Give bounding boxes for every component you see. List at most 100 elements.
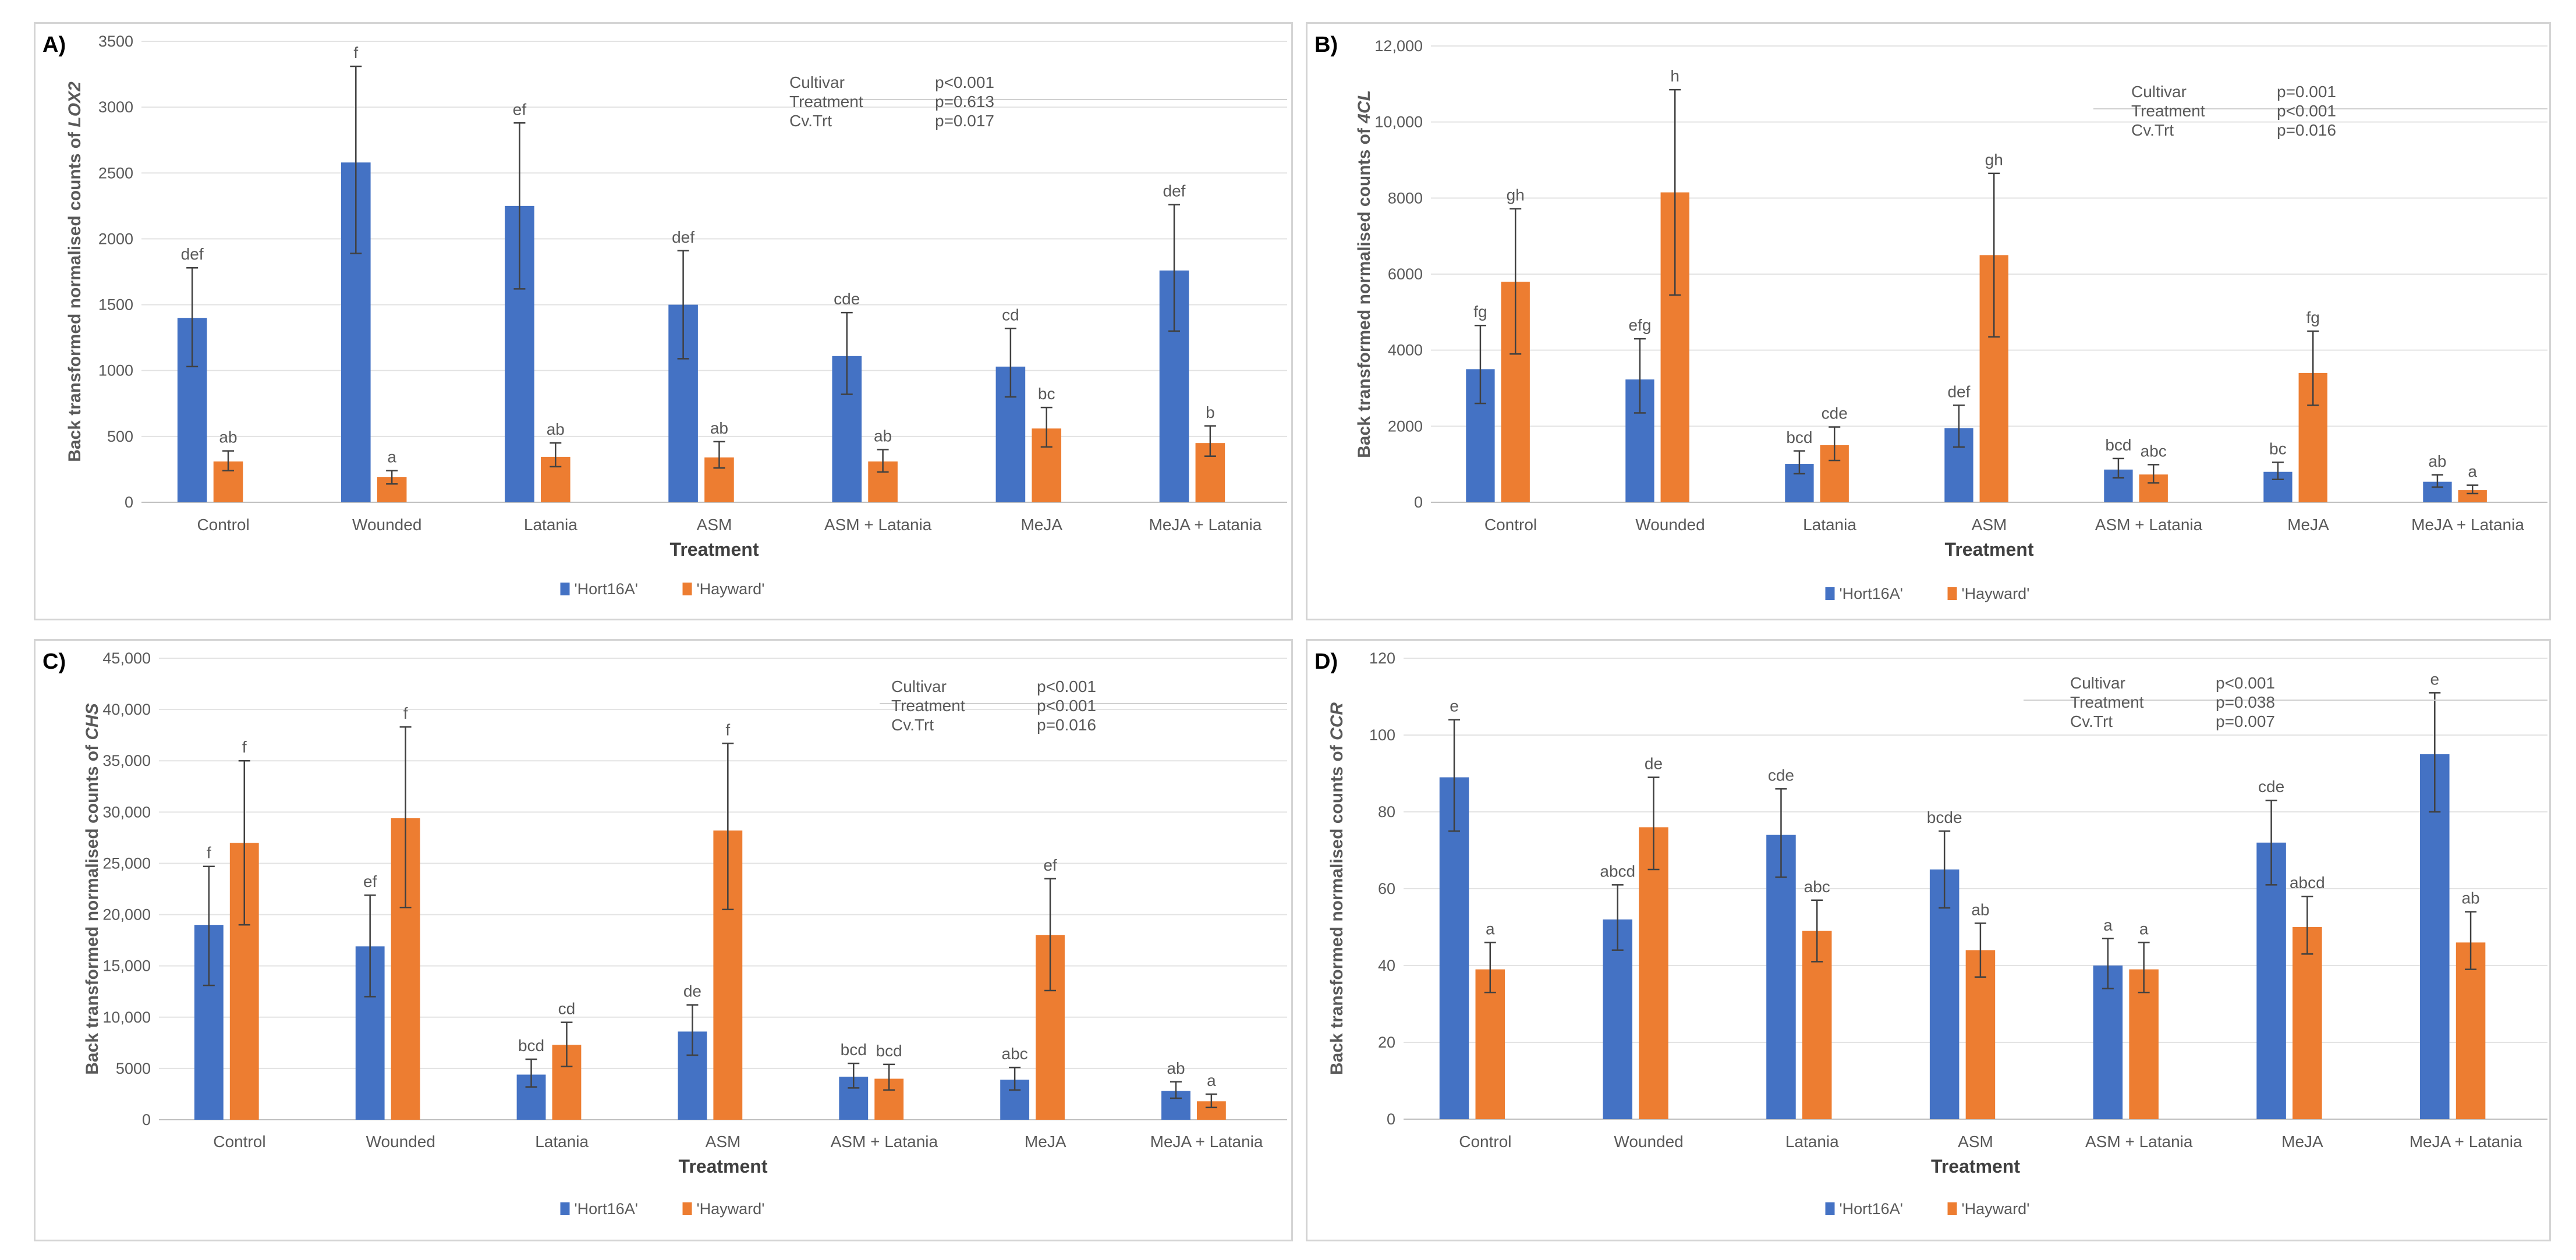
legend-label: 'Hort16A' [575,1200,638,1218]
x-tick-label: Latania [1803,516,1856,534]
x-tick-label: Latania [535,1133,589,1151]
y-tick-label: 5000 [116,1060,151,1077]
x-tick-label: MeJA + Latania [2410,1133,2522,1151]
x-tick-label: MeJA + Latania [1150,1133,1263,1151]
legend-swatch-hayward [682,1202,692,1215]
x-tick-label: Control [213,1133,265,1151]
significance-letter: abcd [1600,862,1635,880]
x-tick-label: MeJA + Latania [1149,516,1262,534]
significance-letter: b [1206,403,1215,421]
stat-term: Cv.Trt [789,112,832,130]
y-tick-label: 0 [125,494,133,511]
stat-term: Cultivar [2070,674,2125,692]
gene-name: LOX2 [65,81,84,127]
significance-letter: bcd [841,1041,867,1059]
x-tick-label: MeJA + Latania [2411,516,2524,534]
y-tick-label: 120 [1369,649,1395,667]
legend-swatch-hayward [682,583,692,595]
gene-name: CCR [1327,702,1347,740]
significance-letter: efg [1628,316,1651,334]
significance-letter: abc [1002,1045,1028,1063]
significance-letter: ab [710,419,728,437]
gene-name: CHS [83,703,102,740]
y-tick-label: 2500 [98,164,133,182]
panel-b: 0 2000 4000 6000 8000 10,000 12,000 B) Back tran… [1306,22,2551,620]
y-tick-label: 6000 [1388,265,1423,283]
panel-a: 0 500 1000 1500 2000 2500 3000 3500 A) Back trans… [34,22,1293,620]
bar-hayward-7 [2458,490,2487,502]
x-tick-label: MeJA [1025,1133,1066,1151]
x-tick-label: ASM + Latania [831,1133,938,1151]
panel-label: A) [42,33,66,57]
bar-hayward-7 [2455,942,2486,1119]
stat-p-value: p=0.001 [2277,83,2336,101]
x-tick-label: MeJA [1021,516,1062,534]
y-tick-label: 20 [1378,1034,1395,1051]
stat-p-value: p=0.007 [2216,712,2275,730]
bar-hayward-2 [1639,827,1668,1119]
chart-svg-b: 0 2000 4000 6000 8000 10,000 12,000 B) Back tran… [1314,33,2547,602]
bar-hort16a-5 [2093,966,2123,1119]
x-tick-label: Wounded [1614,1133,1683,1151]
x-tick-label: Latania [1785,1133,1839,1151]
bar-hayward-4 [1965,950,1996,1119]
legend-label: 'Hayward' [1962,585,2030,602]
legend-swatch-hayward [1947,1202,1957,1215]
y-tick-label: 3000 [98,98,133,116]
y-tick-label: 1000 [98,362,133,379]
bar-hort16a-4 [1929,869,1960,1119]
significance-letter: bcd [2105,436,2131,454]
stat-term: Treatment [2131,102,2205,120]
chart-svg-d: 0 20 40 60 80 100 120 D) Back transformed normal… [1314,649,2547,1218]
panel-label: C) [42,649,66,674]
x-tick-label: Wounded [352,516,421,534]
significance-letter: ab [874,427,892,445]
y-tick-label: 12,000 [1374,37,1423,55]
y-tick-label: 15,000 [102,957,151,975]
legend-label: 'Hayward' [697,1200,765,1218]
gene-name: 4CL [1355,90,1374,124]
significance-letter: bc [2269,439,2287,457]
x-tick-label: ASM + Latania [824,516,932,534]
significance-letter: gh [1507,186,1525,204]
stat-p-value: p<0.001 [2277,102,2336,120]
bar-hort16a-1 [1439,777,1469,1119]
legend-label: 'Hort16A' [575,580,638,598]
significance-letter: de [683,982,701,1000]
stat-p-value: p<0.001 [1037,677,1096,695]
y-axis-title: Back transformed normalised counts of 4C… [1355,90,1374,458]
y-tick-label: 2000 [1388,417,1423,435]
stat-p-value: p=0.613 [935,93,994,111]
x-tick-label: Wounded [1635,516,1705,534]
bar-hayward-5 [2129,969,2159,1119]
significance-letter: def [181,245,204,263]
chart-svg-c: 0 5000 10,000 15,000 20,000 25,000 30,000 35,00… [42,649,1287,1218]
x-tick-label: Control [1459,1133,1511,1151]
stat-term: Treatment [789,93,863,111]
x-tick-label: MeJA [2287,516,2329,534]
stat-p-value: p=0.016 [1037,716,1096,734]
y-tick-label: 10,000 [1374,113,1423,131]
legend-label: 'Hort16A' [1840,1200,1903,1218]
stat-p-value: p=0.038 [2216,693,2275,711]
x-tick-label: ASM [706,1133,741,1151]
significance-letter: gh [1985,151,2003,169]
significance-letter: abcd [2290,874,2325,892]
significance-letter: ef [363,872,377,890]
significance-letter: ef [513,100,527,118]
significance-letter: a [2103,916,2113,934]
chart-svg-a: 0 500 1000 1500 2000 2500 3000 3500 A) Back trans… [42,33,1287,598]
stat-term: Cultivar [891,677,947,695]
y-axis-title: Back transformed normalised counts of CH… [83,703,102,1074]
stat-term: Cultivar [2131,83,2187,101]
significance-letter: f [207,844,211,862]
significance-letter: fg [2306,308,2320,326]
stat-term: Treatment [891,697,965,715]
significance-letter: cd [558,1000,576,1018]
significance-letter: def [672,228,695,246]
significance-letter: f [403,704,408,722]
significance-letter: f [353,44,358,62]
significance-letter: cde [1822,404,1848,423]
significance-letter: f [242,738,247,756]
legend-label: 'Hort16A' [1840,585,1903,602]
